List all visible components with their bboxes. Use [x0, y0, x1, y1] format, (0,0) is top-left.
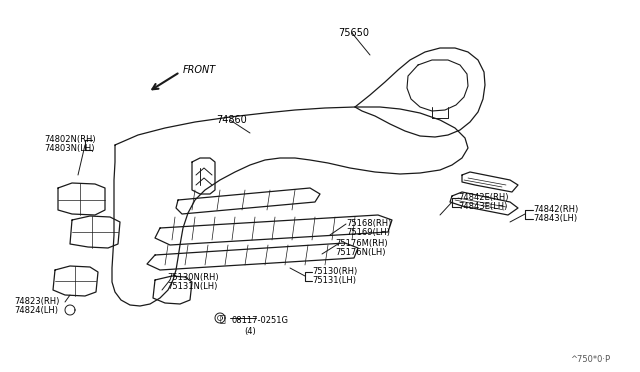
Text: 74843(LH): 74843(LH) — [533, 214, 577, 223]
Text: 74842(RH): 74842(RH) — [533, 205, 579, 214]
Text: 75131N(LH): 75131N(LH) — [167, 282, 218, 291]
Text: 75169(LH): 75169(LH) — [346, 228, 390, 237]
Text: Ⓑ: Ⓑ — [220, 313, 226, 323]
Text: 74860: 74860 — [216, 115, 247, 125]
Text: 74842E(RH): 74842E(RH) — [458, 193, 509, 202]
Text: 74843E(LH): 74843E(LH) — [458, 202, 508, 211]
Text: 74802N(RH): 74802N(RH) — [44, 135, 95, 144]
Text: FRONT: FRONT — [183, 65, 216, 75]
Text: 74823(RH): 74823(RH) — [14, 297, 60, 306]
Text: 75176N(LH): 75176N(LH) — [335, 248, 385, 257]
Text: 75650: 75650 — [338, 28, 369, 38]
Text: 74824(LH): 74824(LH) — [14, 306, 58, 315]
Text: 75131(LH): 75131(LH) — [312, 276, 356, 285]
Text: 75130(RH): 75130(RH) — [312, 267, 357, 276]
Text: 75168(RH): 75168(RH) — [346, 219, 392, 228]
Text: 08117-0251G: 08117-0251G — [231, 316, 288, 325]
Text: 75176M(RH): 75176M(RH) — [335, 239, 388, 248]
Text: 75130N(RH): 75130N(RH) — [167, 273, 219, 282]
Text: ^750*0·P: ^750*0·P — [570, 355, 610, 364]
Text: 74803N(LH): 74803N(LH) — [44, 144, 95, 153]
Text: (4): (4) — [244, 327, 256, 336]
